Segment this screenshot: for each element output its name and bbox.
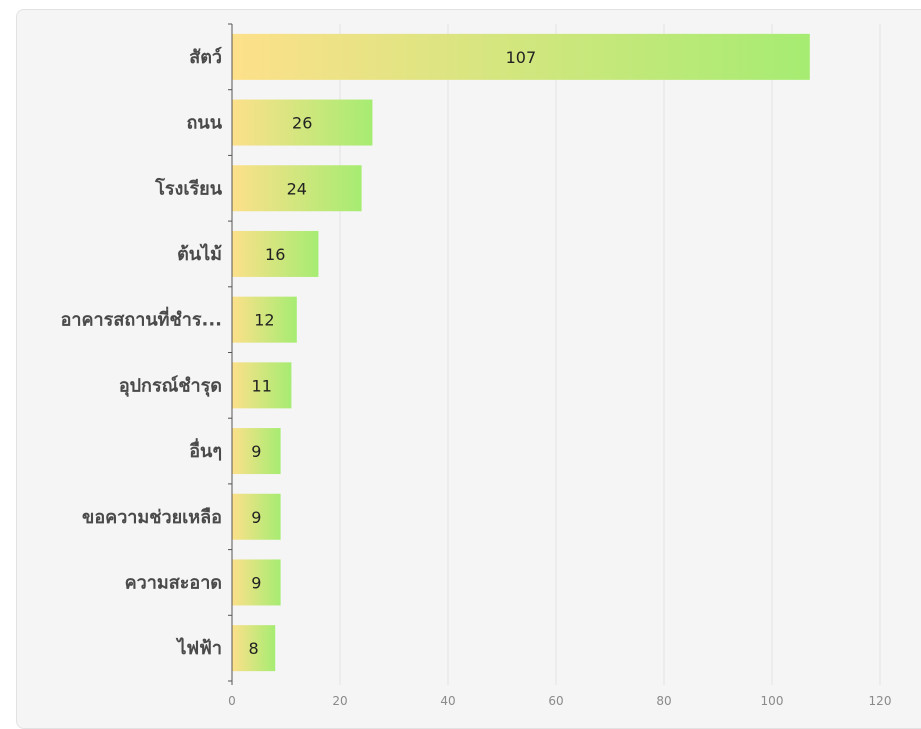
bar-value-label: 16 [265, 245, 285, 264]
x-tick-label: 0 [228, 694, 236, 708]
category-label: อุปกรณ์ชำรุด [119, 374, 222, 397]
x-tick-label: 40 [440, 694, 455, 708]
bar[interactable] [232, 230, 319, 277]
bar-value-label: 12 [254, 311, 274, 330]
category-label: อื่นๆ [189, 438, 222, 462]
bar[interactable] [232, 559, 281, 606]
bar[interactable] [232, 165, 362, 212]
category-label: โรงเรียน [154, 177, 222, 199]
bar-value-label: 11 [252, 376, 272, 395]
bar[interactable] [232, 428, 281, 475]
category-label: ถนน [186, 113, 222, 134]
bar-value-label: 9 [251, 442, 261, 461]
x-tick-label: 120 [869, 694, 892, 708]
bar[interactable] [232, 362, 292, 409]
bar[interactable] [232, 296, 297, 343]
category-label: ขอความช่วยเหลือ [82, 507, 222, 528]
x-tick-label: 20 [332, 694, 347, 708]
bar-value-label: 107 [506, 48, 537, 67]
bar-value-label: 9 [251, 508, 261, 527]
bar-value-label: 24 [287, 179, 307, 198]
bar[interactable] [232, 99, 373, 146]
x-tick-label: 60 [548, 694, 563, 708]
bar-value-label: 9 [251, 573, 261, 592]
bar[interactable] [232, 493, 281, 540]
bar-value-label: 26 [292, 114, 312, 133]
category-label: สัตว์ [189, 46, 222, 68]
category-label: ต้นไม้ [177, 243, 222, 265]
category-label: ไฟฟ้า [175, 637, 222, 659]
category-label: ความสะอาด [125, 572, 222, 593]
bar-value-label: 8 [249, 639, 259, 658]
chart-card [16, 9, 921, 729]
bar[interactable] [232, 33, 810, 80]
x-tick-label: 100 [761, 694, 784, 708]
category-label: อาคารสถานที่ชำร... [61, 307, 222, 331]
x-tick-label: 80 [656, 694, 671, 708]
bar[interactable] [232, 625, 276, 672]
